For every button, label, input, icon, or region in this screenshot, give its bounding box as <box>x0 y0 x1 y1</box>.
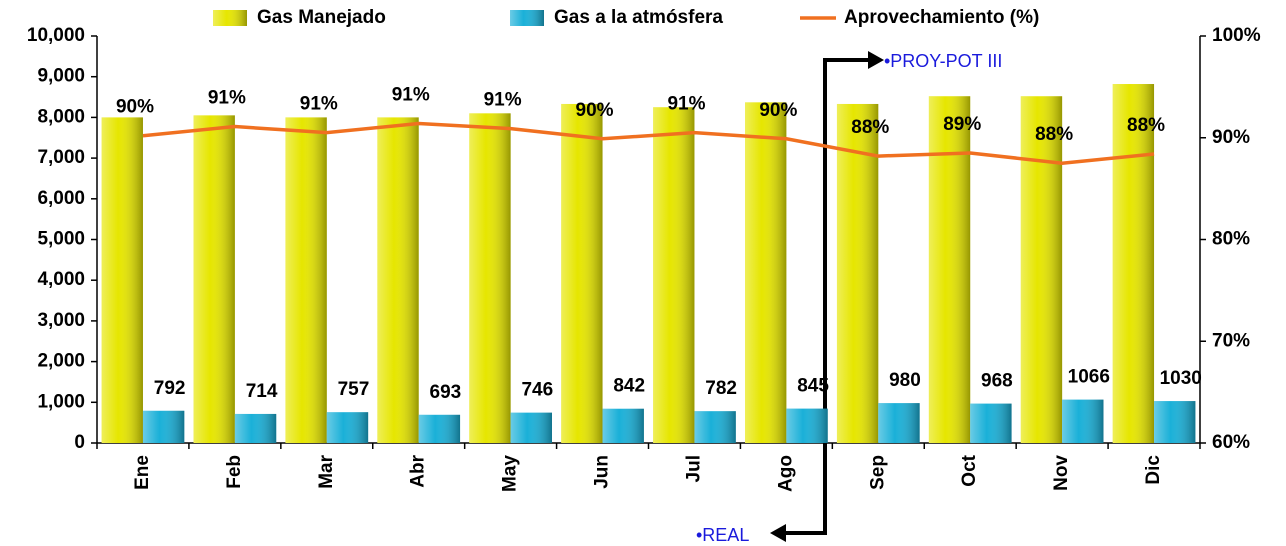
value-label: 714 <box>246 381 278 402</box>
value-label: 91% <box>392 85 430 106</box>
bar-shade <box>193 115 235 444</box>
value-label: 845 <box>797 376 829 397</box>
y-tick-label: 10,000 <box>27 25 85 46</box>
y2-tick-label: 60% <box>1212 432 1250 453</box>
bar-shade <box>377 117 419 444</box>
value-label: 693 <box>430 382 462 403</box>
legend-label: Gas Manejado <box>257 7 386 28</box>
value-label: 90% <box>576 100 614 121</box>
annotation: •REAL <box>696 525 749 545</box>
y-tick-label: 3,000 <box>37 310 85 331</box>
y-tick-label: 1,000 <box>37 391 85 412</box>
x-tick-label: Dic <box>1143 455 1164 485</box>
value-label: 792 <box>154 378 186 399</box>
value-label: 968 <box>981 371 1013 392</box>
x-tick-label: Ago <box>775 455 796 492</box>
x-tick-label: May <box>500 455 521 492</box>
legend-label: Aprovechamiento (%) <box>844 7 1039 28</box>
value-label: 91% <box>667 94 705 115</box>
y2-tick-label: 100% <box>1212 25 1261 46</box>
value-label: 90% <box>759 100 797 121</box>
value-label: 88% <box>1127 115 1165 136</box>
bar-shade <box>1020 96 1063 444</box>
legend-shade <box>213 10 247 26</box>
y-tick-label: 2,000 <box>37 351 85 372</box>
y-tick-label: 8,000 <box>37 106 85 127</box>
y2-tick-label: 70% <box>1212 330 1250 351</box>
y-tick-label: 4,000 <box>37 269 85 290</box>
bar-shade <box>285 117 327 444</box>
value-label: 89% <box>943 114 981 135</box>
bar-shade <box>469 113 511 443</box>
arrow-head-right <box>868 51 884 69</box>
bar-shade <box>836 103 879 444</box>
bar-shade <box>653 107 695 443</box>
bar-shade <box>928 96 971 444</box>
x-tick-label: Feb <box>224 455 245 489</box>
bar-shade <box>326 412 369 443</box>
line <box>142 121 1155 165</box>
legend-shade <box>510 10 544 26</box>
bar-shade <box>418 414 461 443</box>
value-label: 91% <box>484 90 522 111</box>
value-label: 782 <box>705 378 737 399</box>
x-tick-label: Ene <box>132 455 153 490</box>
bar-shade <box>510 412 552 443</box>
bar-shade <box>694 411 736 443</box>
arrow-head-left <box>770 524 786 542</box>
y2-tick-label: 80% <box>1212 229 1250 250</box>
value-label: 1030 <box>1160 368 1202 389</box>
value-label: 90% <box>116 97 154 118</box>
bar-shade <box>745 102 787 443</box>
bar-shade <box>1062 399 1104 443</box>
y-tick-label: 6,000 <box>37 188 85 209</box>
y-tick-label: 7,000 <box>37 147 85 168</box>
bar-shade <box>786 408 828 443</box>
y-tick-label: 9,000 <box>37 66 85 87</box>
x-tick-label: Nov <box>1051 455 1072 491</box>
value-label: 88% <box>851 117 889 138</box>
value-label: 88% <box>1035 124 1073 145</box>
y-tick-label: 0 <box>74 432 85 453</box>
x-tick-label: Abr <box>408 454 429 487</box>
legend-label: Gas a la atmósfera <box>554 7 723 28</box>
value-label: 842 <box>613 376 645 397</box>
bar-shade <box>142 410 185 443</box>
bar-shade <box>602 408 644 443</box>
value-label: 1066 <box>1068 367 1110 388</box>
value-label: 980 <box>889 370 921 391</box>
annotation: •PROY-POT III <box>884 51 1002 71</box>
x-tick-label: Mar <box>316 454 337 488</box>
x-tick-label: Jul <box>683 455 704 482</box>
bar-shade <box>878 403 920 443</box>
value-label: 746 <box>521 380 553 401</box>
value-label: 91% <box>300 94 338 115</box>
y-tick-label: 5,000 <box>37 229 85 250</box>
bar-shade <box>101 117 143 444</box>
x-tick-label: Oct <box>959 454 980 486</box>
bar-shade <box>561 103 603 444</box>
bar-shade <box>1112 84 1155 443</box>
value-label: 91% <box>208 88 246 109</box>
x-tick-label: Sep <box>867 455 888 490</box>
divider-arrow <box>782 58 872 535</box>
value-label: 757 <box>338 379 370 400</box>
x-tick-label: Jun <box>592 455 613 489</box>
y2-tick-label: 90% <box>1212 127 1250 148</box>
bar-shade <box>1154 401 1196 443</box>
bar-shade <box>970 403 1012 443</box>
bar-shade <box>234 413 277 443</box>
